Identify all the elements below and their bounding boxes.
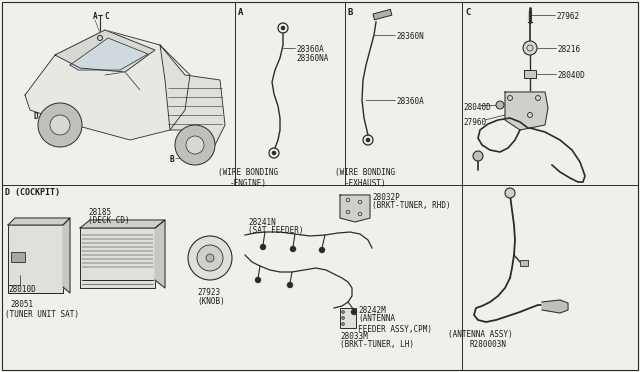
Bar xyxy=(80,228,155,288)
Bar xyxy=(373,9,392,20)
Text: 28241N: 28241N xyxy=(248,218,276,227)
Circle shape xyxy=(197,245,223,271)
Circle shape xyxy=(206,254,214,262)
Text: D (COCKPIT): D (COCKPIT) xyxy=(5,188,60,197)
Polygon shape xyxy=(160,45,225,145)
Circle shape xyxy=(50,115,70,135)
Text: 28040D: 28040D xyxy=(557,71,585,80)
Text: 28360A: 28360A xyxy=(296,45,324,54)
Circle shape xyxy=(260,244,266,250)
Polygon shape xyxy=(340,195,370,222)
Circle shape xyxy=(342,317,344,320)
Text: 28185: 28185 xyxy=(88,208,111,217)
Text: 28360NA: 28360NA xyxy=(296,54,328,63)
Circle shape xyxy=(523,41,537,55)
Circle shape xyxy=(287,282,293,288)
Text: (ANTENNA
FEEDER ASSY,CPM): (ANTENNA FEEDER ASSY,CPM) xyxy=(358,314,432,334)
Circle shape xyxy=(351,309,357,315)
Circle shape xyxy=(175,125,215,165)
Text: A: A xyxy=(93,12,98,21)
Text: B: B xyxy=(348,8,353,17)
Text: (TUNER UNIT SAT): (TUNER UNIT SAT) xyxy=(5,310,79,319)
Circle shape xyxy=(272,151,276,155)
Text: 27923: 27923 xyxy=(197,288,220,297)
Circle shape xyxy=(38,103,82,147)
Circle shape xyxy=(290,246,296,252)
Polygon shape xyxy=(80,220,165,228)
Polygon shape xyxy=(155,220,165,288)
Circle shape xyxy=(188,236,232,280)
Polygon shape xyxy=(55,30,155,72)
Bar xyxy=(11,252,25,262)
Text: B: B xyxy=(170,155,175,164)
Text: 28032P: 28032P xyxy=(372,193,400,202)
Polygon shape xyxy=(63,218,70,293)
Text: (WIRE BONDING
-ENGINE): (WIRE BONDING -ENGINE) xyxy=(218,168,278,188)
Text: (BRKT-TUNER, LH): (BRKT-TUNER, LH) xyxy=(340,340,414,349)
Bar xyxy=(8,225,63,293)
Text: 28360A: 28360A xyxy=(396,97,424,106)
Polygon shape xyxy=(25,30,190,140)
Text: (ANTENNA ASSY): (ANTENNA ASSY) xyxy=(447,330,513,339)
Circle shape xyxy=(281,26,285,30)
Polygon shape xyxy=(505,92,548,130)
Text: (SAT FEEDER): (SAT FEEDER) xyxy=(248,226,303,235)
Circle shape xyxy=(342,311,344,314)
Text: 28033M: 28033M xyxy=(340,332,368,341)
Text: D: D xyxy=(33,112,38,121)
Circle shape xyxy=(255,277,261,283)
Bar xyxy=(524,70,536,78)
Text: 28010D: 28010D xyxy=(8,285,36,294)
Text: A: A xyxy=(238,8,243,17)
Circle shape xyxy=(319,247,325,253)
Circle shape xyxy=(473,151,483,161)
Text: (WIRE BONDING
-EXHAUST): (WIRE BONDING -EXHAUST) xyxy=(335,168,395,188)
Polygon shape xyxy=(542,300,568,313)
Text: C: C xyxy=(465,8,470,17)
Text: 28051: 28051 xyxy=(10,300,33,309)
Text: C: C xyxy=(104,12,109,21)
Text: (BRKT-TUNER, RHD): (BRKT-TUNER, RHD) xyxy=(372,201,451,210)
Text: 27960: 27960 xyxy=(463,118,486,127)
Text: 28216: 28216 xyxy=(557,45,580,54)
Text: 28040D: 28040D xyxy=(463,103,491,112)
Text: (DECK CD): (DECK CD) xyxy=(88,216,130,225)
Bar xyxy=(520,260,528,266)
Circle shape xyxy=(505,188,515,198)
Text: 28242M: 28242M xyxy=(358,306,386,315)
Text: 27962: 27962 xyxy=(556,12,579,21)
Circle shape xyxy=(496,101,504,109)
Text: 28360N: 28360N xyxy=(396,32,424,41)
Circle shape xyxy=(342,323,344,326)
Polygon shape xyxy=(70,38,148,70)
Text: R280003N: R280003N xyxy=(470,340,506,349)
Bar xyxy=(340,308,356,328)
Polygon shape xyxy=(8,218,70,225)
Circle shape xyxy=(186,136,204,154)
Circle shape xyxy=(366,138,370,142)
Text: (KNOB): (KNOB) xyxy=(197,297,225,306)
